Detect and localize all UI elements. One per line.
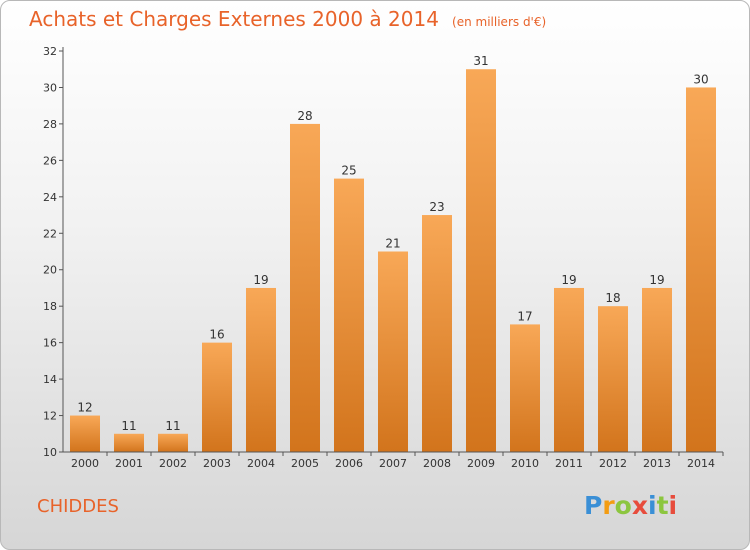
data-label: 25	[341, 164, 356, 178]
bar-2006	[334, 178, 364, 452]
x-tick-label: 2004	[247, 457, 275, 470]
bar-2013	[642, 287, 672, 452]
data-label: 30	[693, 72, 708, 86]
x-tick-label: 2002	[159, 457, 187, 470]
bar-2007	[378, 251, 408, 452]
x-tick-label: 2006	[335, 457, 363, 470]
data-label: 11	[121, 419, 136, 433]
data-label: 19	[561, 273, 576, 287]
x-tick-label: 2011	[555, 457, 583, 470]
bar-2011	[554, 287, 584, 452]
bar-2001	[114, 433, 144, 452]
data-label: 11	[165, 419, 180, 433]
y-tick-label: 22	[43, 227, 57, 240]
y-tick-label: 18	[43, 300, 57, 313]
y-tick-label: 28	[43, 118, 57, 131]
x-tick-label: 2012	[599, 457, 627, 470]
y-tick-label: 32	[43, 45, 57, 58]
data-label: 31	[473, 54, 488, 68]
data-label: 16	[209, 328, 224, 342]
bar-2008	[422, 215, 452, 452]
y-tick-label: 10	[43, 446, 57, 459]
bar-2000	[70, 415, 100, 452]
bar-2009	[466, 69, 496, 453]
title-row: Achats et Charges Externes 2000 à 2014 (…	[29, 7, 546, 31]
x-tick-label: 2009	[467, 457, 495, 470]
x-tick-label: 2000	[71, 457, 99, 470]
x-tick-label: 2003	[203, 457, 231, 470]
x-tick-label: 2008	[423, 457, 451, 470]
data-label: 12	[77, 401, 92, 415]
logo-letter: i	[648, 491, 657, 520]
y-tick-label: 24	[43, 191, 57, 204]
x-tick-label: 2007	[379, 457, 407, 470]
bar-2003	[202, 342, 232, 452]
data-label: 21	[385, 237, 400, 251]
data-label: 23	[429, 200, 444, 214]
logo-letter: x	[631, 491, 648, 520]
logo-letter: o	[614, 491, 632, 520]
bar-2012	[598, 306, 628, 452]
data-label: 19	[253, 273, 268, 287]
bar-2002	[158, 433, 188, 452]
x-tick-label: 2014	[687, 457, 715, 470]
x-tick-label: 2010	[511, 457, 539, 470]
y-tick-label: 16	[43, 337, 57, 350]
y-tick-label: 14	[43, 373, 57, 386]
commune-name: CHIDDES	[37, 496, 119, 517]
bar-2014	[686, 87, 716, 453]
y-tick-label: 12	[43, 410, 57, 423]
bar-2010	[510, 324, 540, 452]
data-label: 17	[517, 309, 532, 323]
logo-letter: t	[656, 491, 669, 520]
y-tick-label: 26	[43, 154, 57, 167]
logo-letter: r	[602, 491, 615, 520]
chart-subtitle: (en milliers d'€)	[452, 15, 547, 29]
x-tick-label: 2013	[643, 457, 671, 470]
data-label: 18	[605, 291, 620, 305]
data-label: 19	[649, 273, 664, 287]
bar-2005	[290, 123, 320, 452]
logo-letter: i	[668, 491, 678, 520]
y-tick-label: 30	[43, 81, 57, 94]
chart-title: Achats et Charges Externes 2000 à 2014	[29, 7, 439, 31]
data-label: 28	[297, 109, 312, 123]
bar-2004	[246, 287, 276, 452]
proxiti-logo: Proxiti	[584, 491, 677, 520]
y-tick-label: 20	[43, 264, 57, 277]
logo-letter: P	[584, 491, 603, 520]
x-tick-label: 2001	[115, 457, 143, 470]
x-tick-label: 2005	[291, 457, 319, 470]
